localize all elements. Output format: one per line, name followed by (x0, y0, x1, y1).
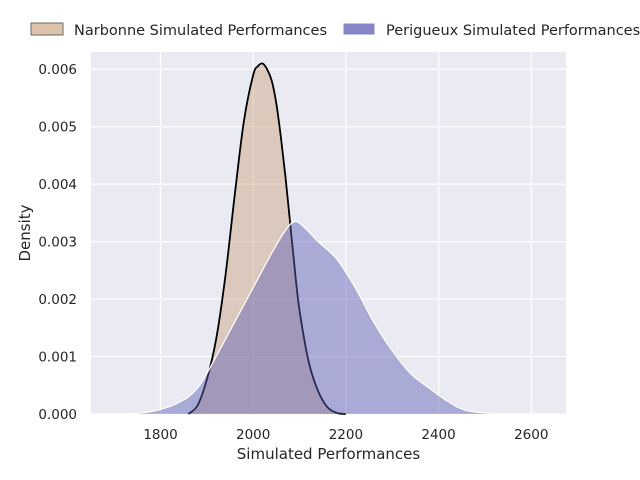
y-axis-label: Density (16, 204, 34, 261)
density-line-perigueux (114, 220, 546, 415)
x-tick-label-4: 2600 (514, 427, 548, 443)
y-tick-label-6: 0.006 (38, 62, 77, 78)
y-tick-label-0: 0.000 (38, 407, 77, 423)
x-tick-label-0: 1800 (143, 427, 177, 443)
y-axis-ticks: 0.000 0.001 0.002 0.003 0.004 0.005 0.006 (38, 62, 77, 423)
y-tick-label-1: 0.001 (38, 350, 77, 366)
y-tick-label-3: 0.003 (38, 235, 77, 251)
y-tick-label-2: 0.002 (38, 292, 77, 308)
density-line-narbonne (187, 62, 346, 415)
x-tick-label-3: 2400 (421, 427, 455, 443)
y-tick-label-4: 0.004 (38, 177, 77, 193)
legend-swatch-narbonne (30, 22, 64, 36)
legend-swatch-perigueux (342, 22, 376, 36)
density-area-narbonne (188, 63, 346, 414)
density-area-perigueux (114, 221, 546, 414)
legend-label-narbonne: Narbonne Simulated Performances (74, 23, 327, 39)
x-axis-label: Simulated Performances (237, 445, 421, 463)
x-tick-label-2: 2200 (329, 427, 363, 443)
x-axis-ticks: 1800 2000 2200 2400 2600 (143, 427, 548, 443)
series-layer (114, 62, 546, 415)
legend: Narbonne Simulated Performances Perigueu… (30, 22, 640, 39)
plot-background (91, 52, 566, 414)
legend-label-perigueux: Perigueux Simulated Performances (386, 23, 640, 39)
grid-lines (91, 52, 566, 415)
x-tick-label-1: 2000 (236, 427, 270, 443)
y-tick-label-5: 0.005 (38, 120, 77, 136)
